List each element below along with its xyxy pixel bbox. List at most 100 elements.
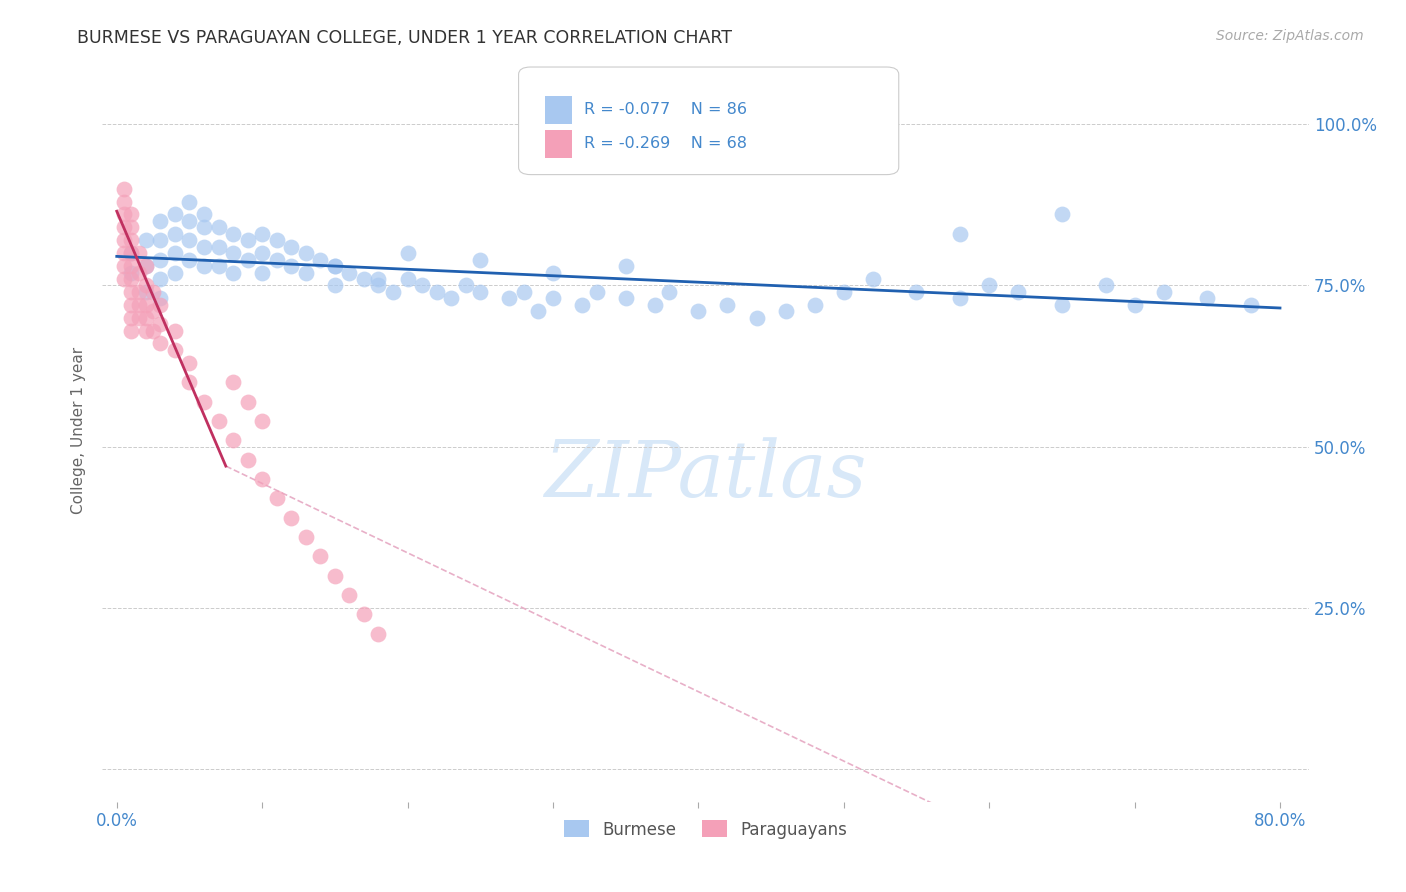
Point	[367, 272, 389, 286]
Point	[905, 285, 928, 299]
Text: R = -0.269    N = 68: R = -0.269 N = 68	[583, 136, 747, 152]
Point	[112, 181, 135, 195]
Point	[294, 530, 316, 544]
Point	[120, 207, 142, 221]
Point	[120, 220, 142, 235]
Point	[142, 324, 165, 338]
Point	[222, 246, 245, 260]
Point	[236, 233, 259, 247]
Point	[193, 207, 215, 221]
Point	[193, 220, 215, 235]
Point	[193, 240, 215, 254]
Point	[1050, 298, 1073, 312]
Point	[339, 588, 361, 602]
Point	[207, 240, 229, 254]
Point	[250, 414, 273, 428]
Point	[163, 207, 186, 221]
Point	[470, 285, 492, 299]
Point	[266, 252, 288, 267]
Point	[112, 246, 135, 260]
Point	[128, 298, 150, 312]
Point	[716, 298, 738, 312]
Point	[411, 278, 433, 293]
Point	[803, 298, 825, 312]
Point	[454, 278, 477, 293]
Text: R = -0.077    N = 86: R = -0.077 N = 86	[583, 103, 747, 117]
Point	[128, 266, 150, 280]
Point	[266, 233, 288, 247]
Point	[207, 414, 229, 428]
Point	[149, 252, 172, 267]
Point	[367, 278, 389, 293]
Point	[250, 266, 273, 280]
Point	[498, 291, 520, 305]
Point	[120, 310, 142, 325]
Point	[541, 291, 564, 305]
Point	[1197, 291, 1219, 305]
Point	[142, 304, 165, 318]
Point	[862, 272, 884, 286]
Point	[323, 568, 346, 582]
Point	[149, 291, 172, 305]
Point	[135, 298, 157, 312]
Point	[527, 304, 550, 318]
Point	[142, 285, 165, 299]
Point	[353, 272, 375, 286]
Point	[353, 607, 375, 622]
Point	[1153, 285, 1175, 299]
Point	[135, 310, 157, 325]
Point	[426, 285, 449, 299]
Text: ZIPatlas: ZIPatlas	[544, 437, 868, 513]
Point	[1050, 207, 1073, 221]
Point	[120, 246, 142, 260]
Point	[112, 220, 135, 235]
Point	[120, 233, 142, 247]
Point	[1007, 285, 1029, 299]
Point	[280, 240, 302, 254]
Point	[128, 310, 150, 325]
Point	[112, 207, 135, 221]
Point	[222, 375, 245, 389]
Point	[179, 356, 201, 370]
Point	[120, 324, 142, 338]
Point	[135, 324, 157, 338]
Point	[396, 246, 419, 260]
Point	[382, 285, 405, 299]
Point	[470, 252, 492, 267]
Point	[250, 227, 273, 241]
Bar	[546, 130, 572, 158]
Legend: Burmese, Paraguayans: Burmese, Paraguayans	[558, 814, 853, 846]
FancyBboxPatch shape	[519, 67, 898, 175]
Point	[149, 317, 172, 331]
Point	[135, 259, 157, 273]
Point	[207, 220, 229, 235]
Point	[309, 252, 332, 267]
Point	[585, 285, 607, 299]
Point	[396, 272, 419, 286]
Point	[1123, 298, 1146, 312]
Point	[571, 298, 593, 312]
Point	[163, 246, 186, 260]
Point	[250, 472, 273, 486]
Point	[309, 549, 332, 564]
Point	[294, 266, 316, 280]
Point	[339, 266, 361, 280]
Point	[149, 272, 172, 286]
Text: BURMESE VS PARAGUAYAN COLLEGE, UNDER 1 YEAR CORRELATION CHART: BURMESE VS PARAGUAYAN COLLEGE, UNDER 1 Y…	[77, 29, 733, 46]
Point	[128, 246, 150, 260]
Point	[614, 259, 637, 273]
Point	[120, 259, 142, 273]
Point	[323, 259, 346, 273]
Point	[541, 266, 564, 280]
Point	[128, 285, 150, 299]
Point	[236, 252, 259, 267]
Point	[149, 214, 172, 228]
Point	[120, 266, 142, 280]
Point	[135, 233, 157, 247]
Point	[236, 452, 259, 467]
Point	[280, 259, 302, 273]
Point	[1094, 278, 1116, 293]
Point	[323, 278, 346, 293]
Point	[440, 291, 463, 305]
Point	[250, 246, 273, 260]
